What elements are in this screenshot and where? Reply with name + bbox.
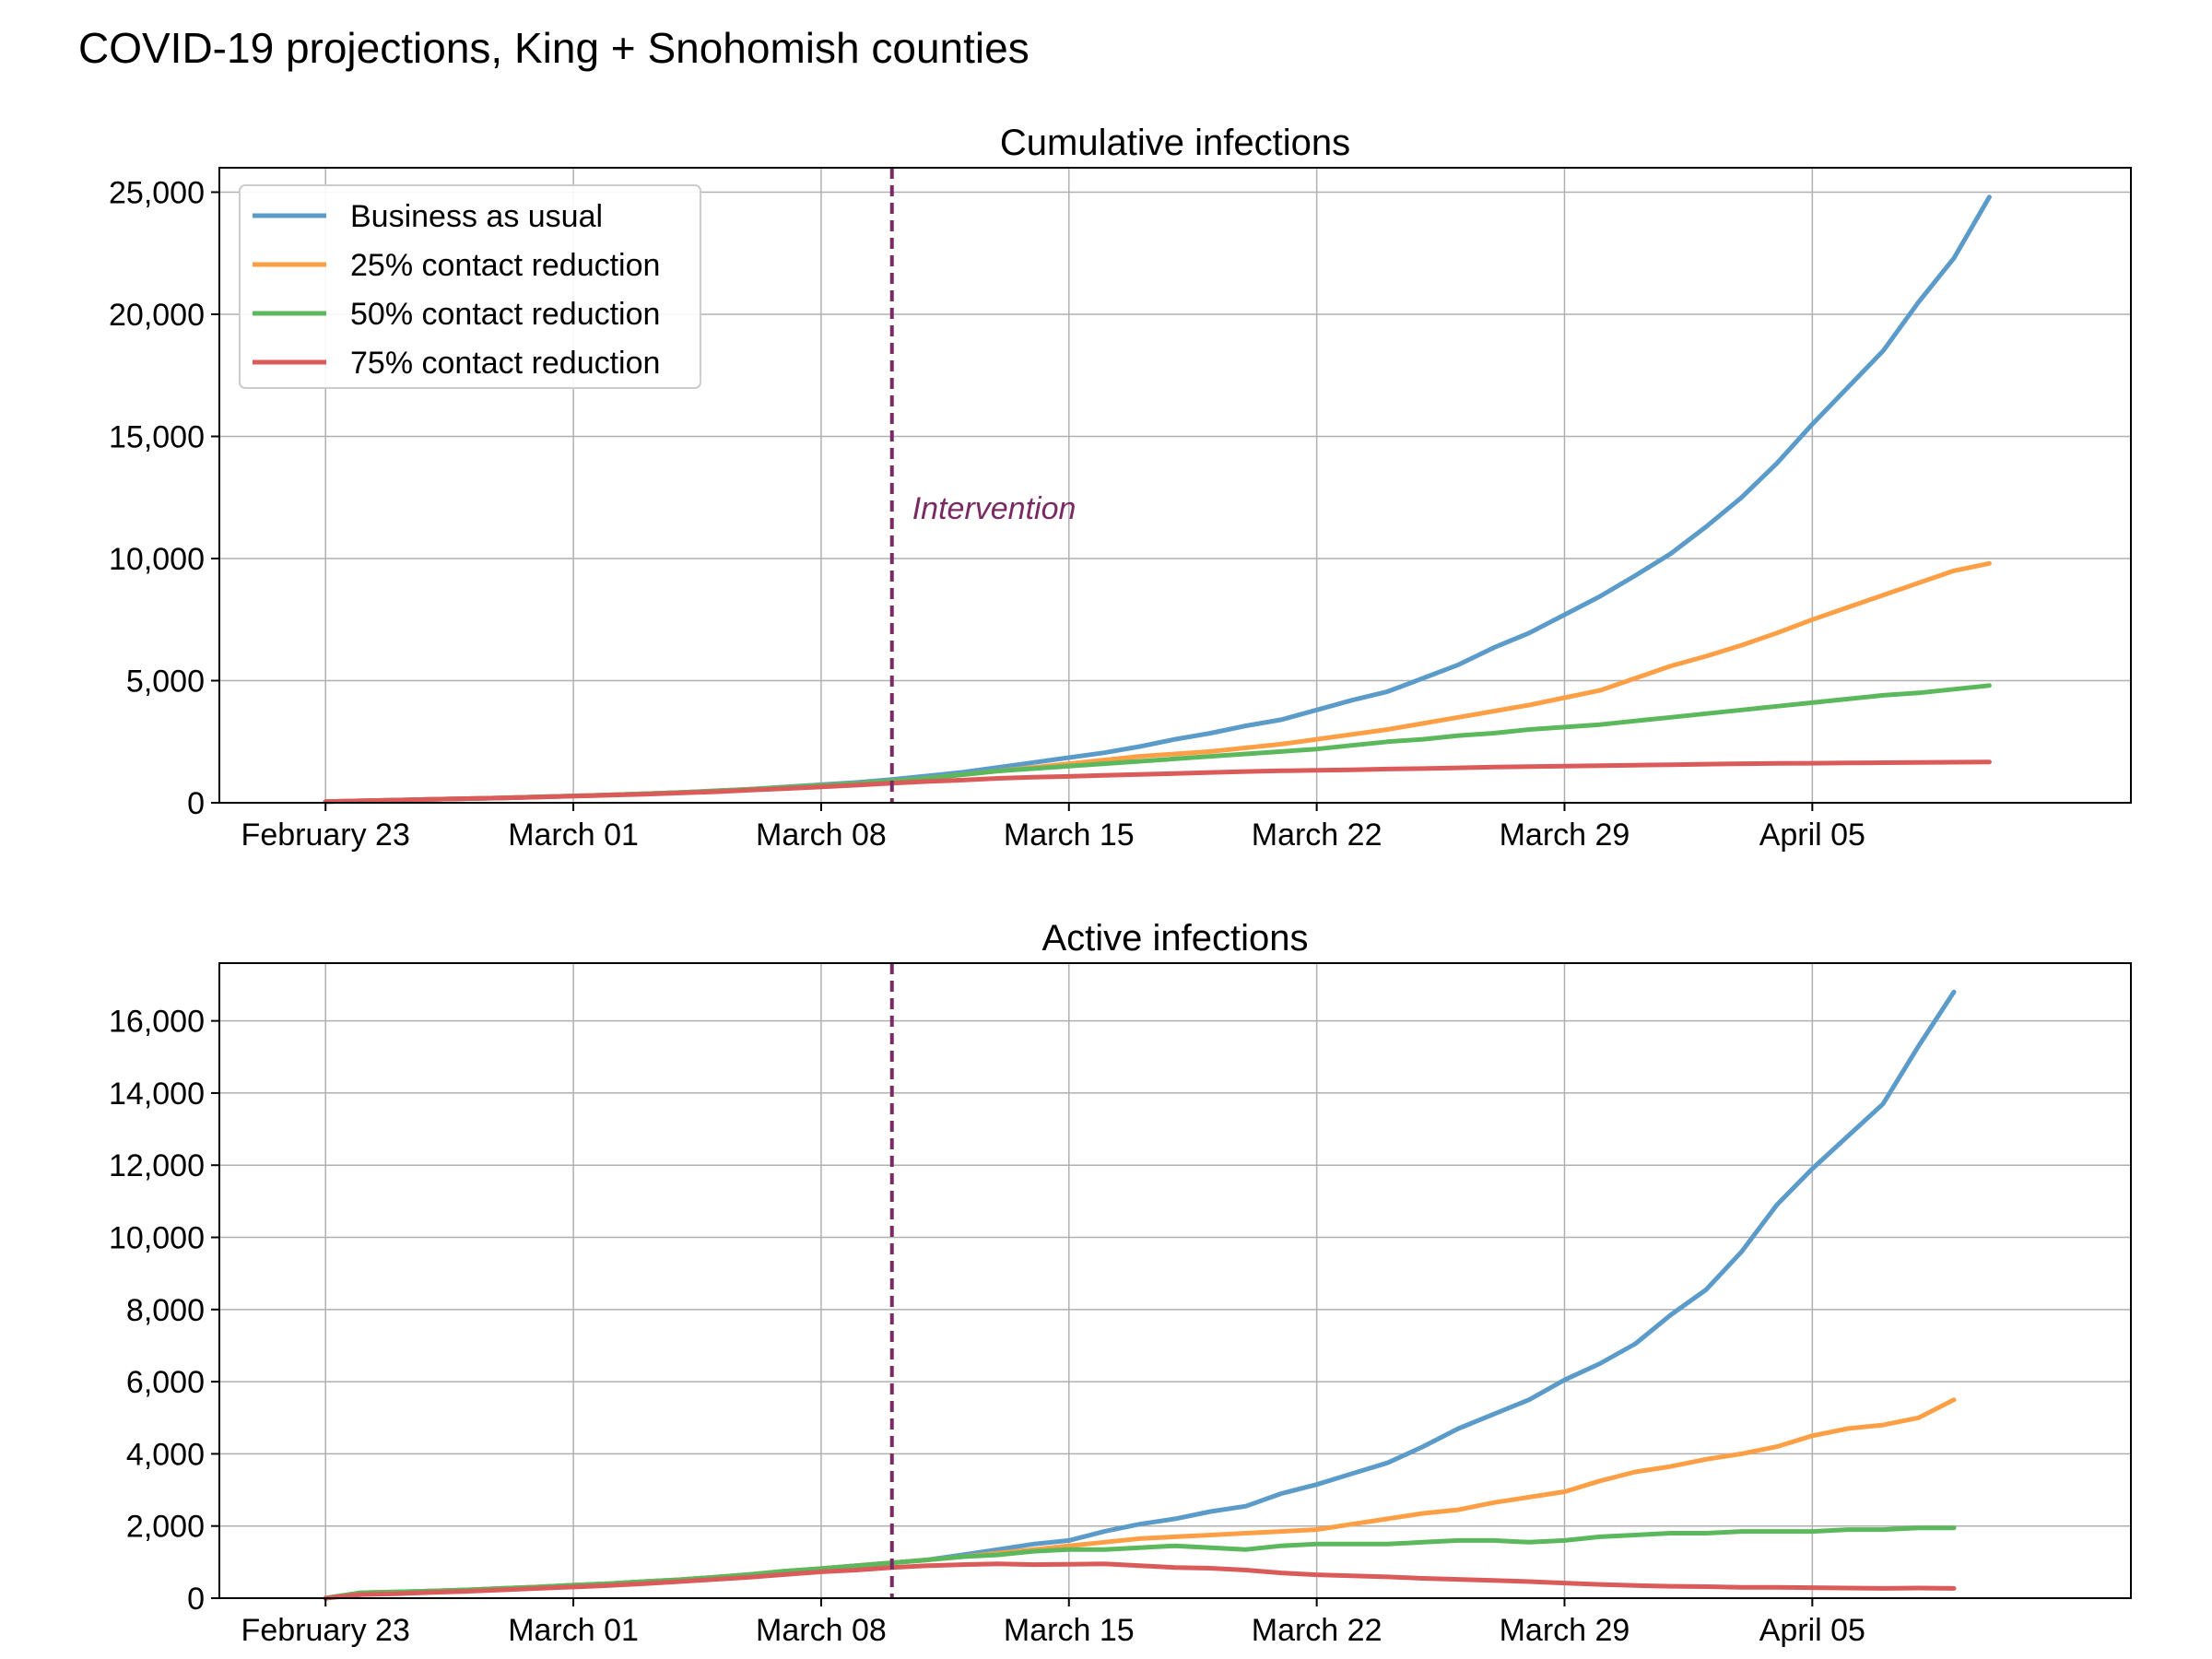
y-tick-label: 16,000 (109, 1005, 205, 1040)
legend-label: 75% contact reduction (350, 346, 660, 381)
y-tick-label: 0 (187, 786, 205, 821)
panel-title: Cumulative infections (1000, 123, 1350, 163)
x-tick-label: March 15 (1004, 1613, 1135, 1648)
x-tick-label: April 05 (1759, 1613, 1865, 1648)
y-tick-label: 25,000 (109, 176, 205, 211)
chart-panel-1: February 23 March 01 March 08 March 15 March… (109, 123, 2132, 853)
y-tick-label: 14,000 (109, 1077, 205, 1112)
x-tick-label: March 08 (756, 1613, 887, 1648)
x-tick-label: February 23 (241, 818, 410, 853)
x-tick-label: April 05 (1759, 818, 1865, 853)
y-tick-label: 6,000 (126, 1365, 205, 1400)
series-line (323, 759, 1992, 805)
legend-label: Business as usual (350, 199, 603, 234)
x-tick-label: March 15 (1004, 818, 1135, 853)
plot-frame (218, 962, 2132, 1599)
x-tick-label: February 23 (241, 1613, 410, 1648)
series-line (323, 1397, 1957, 1601)
intervention-annotation: Intervention (912, 491, 1077, 526)
x-tick-label: March 08 (756, 818, 887, 853)
legend-label: 25% contact reduction (350, 248, 660, 283)
series-line (323, 1561, 1957, 1601)
y-tick-label: 4,000 (126, 1437, 205, 1472)
y-tick-label: 10,000 (109, 542, 205, 577)
y-tick-label: 5,000 (126, 665, 205, 700)
panel-title: Active infections (1041, 918, 1308, 959)
chart-panel-2: February 23 March 01 March 08 March 15 March… (109, 918, 2132, 1648)
y-tick-label: 2,000 (126, 1510, 205, 1545)
figure-title: COVID-19 projections, King + Snohomish c… (78, 24, 1030, 72)
series-line (323, 989, 1957, 1601)
y-tick-label: 10,000 (109, 1221, 205, 1256)
y-tick-label: 15,000 (109, 420, 205, 455)
y-tick-label: 20,000 (109, 298, 205, 333)
y-tick-label: 0 (187, 1582, 205, 1617)
x-tick-label: March 29 (1500, 1613, 1630, 1648)
legend: Business as usual 25% contact reduction 50… (239, 184, 701, 389)
x-tick-label: March 22 (1252, 818, 1382, 853)
y-tick-label: 8,000 (126, 1293, 205, 1328)
legend-label: 50% contact reduction (350, 297, 660, 332)
plot-frame (218, 167, 2132, 804)
x-tick-label: March 29 (1500, 818, 1630, 853)
legend-box (239, 184, 701, 389)
x-tick-label: March 22 (1252, 1613, 1382, 1648)
x-tick-label: March 01 (508, 818, 639, 853)
x-tick-label: March 01 (508, 1613, 639, 1648)
y-tick-label: 12,000 (109, 1148, 205, 1183)
